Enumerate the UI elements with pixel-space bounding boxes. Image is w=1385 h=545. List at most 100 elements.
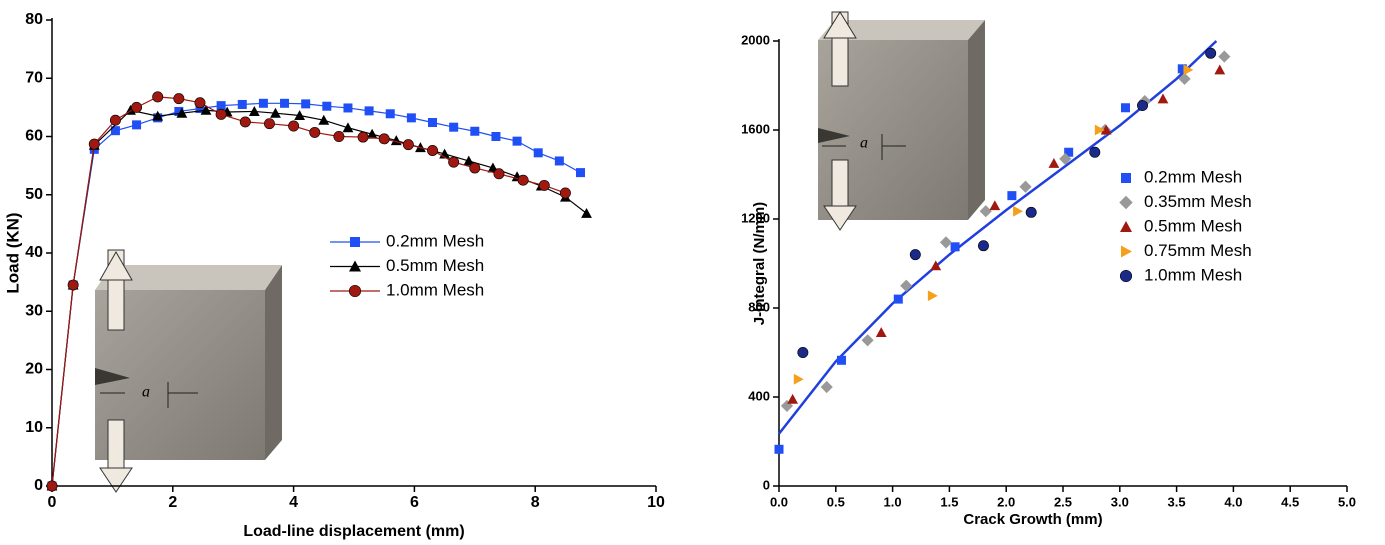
marker	[774, 444, 784, 454]
x-tick-label: 4.5	[1281, 494, 1299, 509]
marker	[1178, 72, 1191, 85]
marker	[1100, 124, 1112, 135]
marker	[861, 334, 874, 347]
marker	[270, 107, 281, 118]
marker	[131, 101, 143, 113]
marker	[463, 155, 475, 166]
x-tick-label: 3.5	[1168, 494, 1186, 509]
marker	[787, 393, 799, 404]
marker	[1089, 146, 1101, 158]
marker	[343, 103, 353, 113]
x-tick-label: 1.0	[884, 494, 902, 509]
legend-label: 1.0mm Mesh	[386, 280, 484, 299]
x-tick-label: 3.0	[1111, 494, 1129, 509]
y-tick-label: 30	[25, 302, 43, 319]
marker	[215, 108, 227, 120]
legend-marker	[349, 260, 361, 272]
marker	[927, 290, 938, 302]
marker	[176, 107, 188, 118]
marker	[263, 118, 275, 130]
y-axis-title: J-Integral (N/mm)	[751, 202, 768, 325]
marker	[237, 99, 247, 109]
legend-marker	[1121, 245, 1132, 258]
marker	[174, 106, 184, 116]
marker	[110, 126, 120, 136]
y-tick-label: 20	[25, 361, 43, 378]
y-tick-label: 50	[25, 186, 43, 203]
legend-label: 0.2mm Mesh	[386, 231, 484, 250]
marker	[470, 126, 480, 136]
marker	[195, 104, 205, 114]
x-tick-label: 1.5	[940, 494, 958, 509]
x-tick-label: 0.5	[827, 494, 845, 509]
x-tick-label: 4	[289, 494, 298, 511]
marker	[309, 126, 321, 138]
x-tick-label: 2.0	[997, 494, 1015, 509]
marker	[216, 101, 226, 111]
marker	[1007, 191, 1017, 201]
legend-marker	[348, 284, 362, 298]
marker	[517, 174, 529, 186]
marker	[493, 168, 505, 180]
y-tick-label: 80	[25, 11, 43, 28]
marker	[301, 99, 311, 109]
marker	[406, 113, 416, 123]
marker	[1137, 100, 1148, 111]
marker	[836, 355, 846, 365]
legend-marker	[350, 237, 360, 247]
marker	[342, 122, 354, 133]
x-tick-label: 2	[168, 494, 177, 511]
marker	[294, 110, 306, 121]
marker	[576, 168, 585, 178]
marker	[1094, 124, 1105, 136]
marker	[173, 93, 185, 105]
marker	[538, 179, 550, 191]
marker	[797, 347, 809, 358]
marker	[258, 98, 268, 108]
y-tick-label: 60	[25, 128, 43, 145]
marker	[1025, 206, 1037, 218]
x-tick-label: 5.0	[1338, 494, 1356, 509]
x-tick-label: 4.0	[1224, 494, 1242, 509]
marker	[427, 145, 438, 156]
marker	[366, 128, 378, 139]
specimen-inset	[818, 11, 985, 231]
marker	[288, 120, 300, 132]
marker	[1214, 64, 1226, 75]
marker	[893, 294, 903, 304]
x-tick-label: 0.0	[770, 494, 788, 509]
legend-label: 0.5mm Mesh	[1144, 216, 1242, 235]
marker	[364, 106, 374, 116]
marker	[1177, 64, 1187, 74]
marker	[448, 156, 460, 168]
y-tick-label: 2000	[741, 32, 770, 47]
marker	[979, 205, 992, 218]
y-tick-label: 400	[748, 388, 770, 403]
marker	[989, 200, 1001, 211]
marker	[1013, 205, 1023, 217]
marker	[533, 148, 543, 158]
marker	[554, 156, 564, 166]
marker	[1183, 64, 1194, 76]
marker	[449, 122, 459, 132]
marker	[318, 114, 330, 125]
x-tick-label: 6	[410, 494, 419, 511]
marker	[1048, 157, 1060, 168]
y-tick-label: 1600	[741, 121, 770, 136]
marker	[152, 91, 164, 103]
x-tick-label: 8	[531, 494, 540, 511]
marker	[978, 240, 989, 252]
legend-marker	[1119, 269, 1133, 283]
marker	[491, 132, 501, 141]
y-tick-label: 70	[25, 69, 43, 86]
marker	[1205, 47, 1217, 59]
inset-label: a	[860, 135, 868, 152]
marker	[46, 480, 58, 492]
y-axis-title: Load (KN)	[3, 212, 22, 293]
marker	[1157, 93, 1169, 104]
marker	[109, 114, 121, 126]
marker	[132, 120, 142, 130]
marker	[875, 327, 887, 337]
